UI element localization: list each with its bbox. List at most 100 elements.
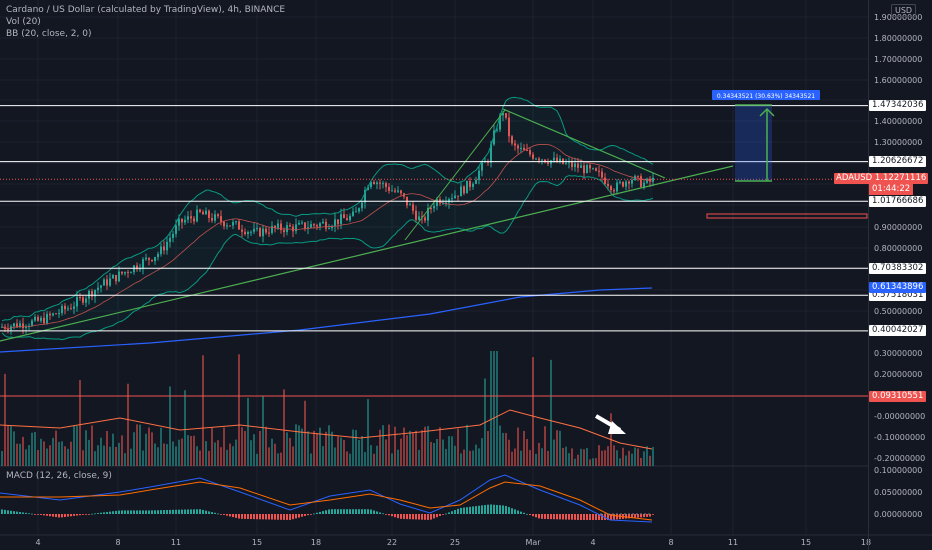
volume-bar <box>283 389 285 466</box>
candle-body <box>523 147 525 151</box>
ma-price-tag[interactable]: 0.61343896 <box>869 281 927 293</box>
volume-bar <box>250 440 252 466</box>
volume-bar <box>625 455 627 466</box>
volume-bar <box>436 438 438 466</box>
volume-bar <box>370 445 372 466</box>
candle-body <box>235 221 237 223</box>
candle-body <box>301 222 303 224</box>
macd-histogram-bar <box>445 513 447 515</box>
volume-bar <box>595 458 597 466</box>
time-axis-label: 15 <box>252 538 262 547</box>
level-price-tag[interactable]: 0.57518031 <box>869 289 927 301</box>
candle-body <box>373 181 375 185</box>
volume-bar <box>100 437 102 466</box>
macd-histogram-bar <box>550 514 552 520</box>
volume-level-tag[interactable]: 0.09310551 <box>869 390 927 402</box>
macd-histogram-bar <box>331 509 333 514</box>
macd-histogram-bar <box>637 514 639 518</box>
macd-histogram-bar <box>526 513 528 515</box>
symbol-legend[interactable]: Cardano / US Dollar (calculated by Tradi… <box>6 5 286 15</box>
macd-histogram-bar <box>31 513 33 515</box>
candle-body <box>355 211 357 213</box>
macd-histogram-bar <box>262 514 264 520</box>
macd-histogram-bar <box>559 514 561 520</box>
candle-body <box>217 214 219 217</box>
candle-body <box>520 147 522 149</box>
macd-histogram-bar <box>52 514 54 517</box>
macd-histogram-bar <box>355 509 357 514</box>
volume-bar <box>325 431 327 466</box>
volume-bar <box>433 443 435 466</box>
price-axis-label: 0.90000000 <box>874 223 922 232</box>
time-axis-label: 18 <box>861 538 871 547</box>
macd-histogram-bar <box>448 512 450 514</box>
volume-bar <box>511 451 513 466</box>
macd-histogram-bar <box>547 514 549 520</box>
macd-histogram-bar <box>211 512 213 514</box>
level-price-tag[interactable]: 0.40042027 <box>869 325 927 337</box>
volume-bar <box>355 429 357 466</box>
macd-histogram-bar <box>475 506 477 514</box>
candle-body <box>451 198 453 200</box>
candle-body <box>232 222 234 226</box>
candle-body <box>205 210 207 215</box>
macd-histogram-bar <box>115 510 117 514</box>
volume-bar <box>142 450 144 466</box>
volume-bar <box>277 453 279 466</box>
volume-bar <box>418 449 420 466</box>
volume-bar <box>190 435 192 466</box>
candle-body <box>97 287 99 290</box>
macd-histogram-bar <box>271 514 273 520</box>
level-price-tag[interactable]: 1.20626672 <box>869 156 927 168</box>
macd-histogram-bar <box>274 514 276 520</box>
candle-body <box>169 237 171 242</box>
candle-body <box>469 180 471 187</box>
volume-bar <box>124 453 126 466</box>
candle-body <box>151 259 153 262</box>
volume-bar <box>262 396 264 466</box>
price-axis[interactable] <box>868 0 932 550</box>
current-price-tag[interactable]: ADAUSD 1.12271116 <box>834 173 929 185</box>
volume-bar <box>340 437 342 466</box>
volume-bar <box>145 433 147 466</box>
macd-histogram-bar <box>298 514 300 518</box>
macd-histogram-bar <box>1 509 3 514</box>
volume-bar <box>616 450 618 466</box>
macd-histogram-bar <box>43 514 45 516</box>
volume-bar <box>574 458 576 466</box>
candle-body <box>289 225 291 227</box>
level-price-tag[interactable]: 1.47342036 <box>869 100 927 112</box>
macd-histogram-bar <box>178 509 180 514</box>
volume-bar <box>25 449 27 466</box>
macd-histogram-bar <box>361 509 363 514</box>
bb-legend[interactable]: BB (20, close, 2, 0) <box>6 29 92 39</box>
volume-bar <box>475 444 477 466</box>
vol-legend[interactable]: Vol (20) <box>6 17 41 27</box>
candle-body <box>1 326 3 328</box>
volume-bar <box>391 453 393 466</box>
candle-body <box>640 176 642 187</box>
macd-legend[interactable]: MACD (12, 26, close, 9) <box>6 471 112 481</box>
macd-histogram-bar <box>106 511 108 514</box>
candle-body <box>601 171 603 178</box>
volume-bar <box>544 426 546 466</box>
macd-histogram-bar <box>334 509 336 514</box>
macd-histogram-bar <box>625 514 627 519</box>
volume-bar <box>328 425 330 466</box>
volume-bar <box>454 445 456 466</box>
level-price-tag[interactable]: 0.70383302 <box>869 262 927 274</box>
candle-body <box>481 162 483 171</box>
symbol-label: ADAUSD <box>836 173 875 184</box>
volume-bar <box>265 426 267 466</box>
candle-body <box>460 186 462 197</box>
currency-badge[interactable]: USD <box>891 4 917 17</box>
level-price-tag[interactable]: 1.01766686 <box>869 195 927 207</box>
candle-body <box>49 313 51 316</box>
volume-bar <box>217 440 219 466</box>
volume-bar <box>427 425 429 466</box>
candle-body <box>577 163 579 168</box>
macd-histogram-bar <box>493 504 495 514</box>
candle-body <box>445 202 447 204</box>
